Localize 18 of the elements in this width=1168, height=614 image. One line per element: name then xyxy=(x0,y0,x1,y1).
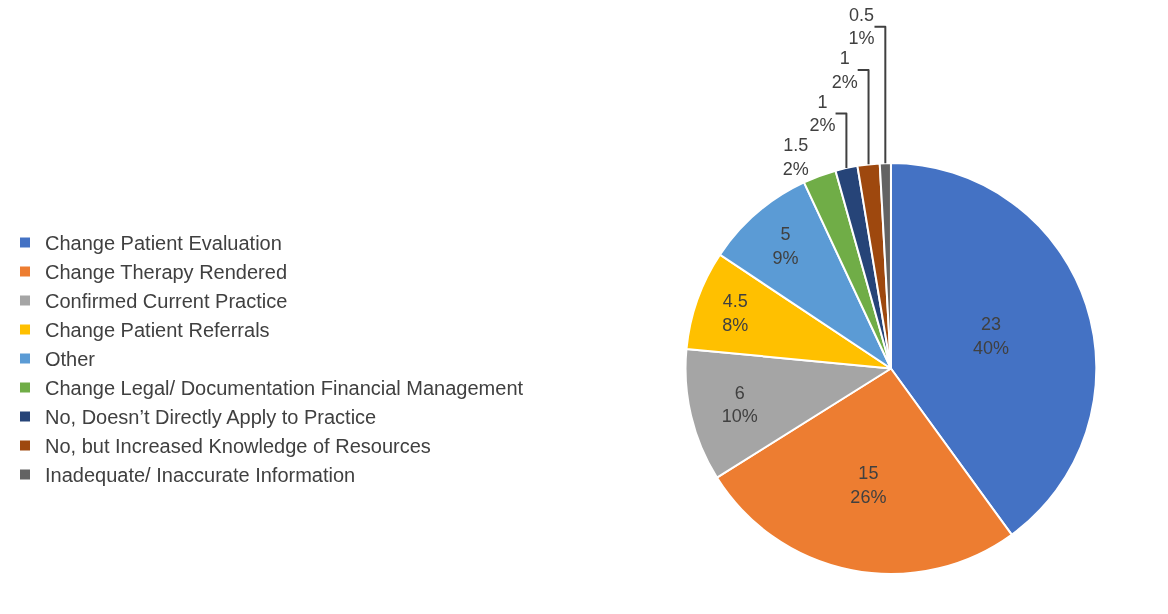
legend-label: Change Legal/ Documentation Financial Management xyxy=(45,377,524,400)
data-label: 4.5 8% xyxy=(722,291,749,335)
legend-label: Change Therapy Rendered xyxy=(45,261,288,284)
data-label: 1 2% xyxy=(809,91,836,136)
legend-label: Confirmed Current Practice xyxy=(45,290,288,313)
legend-label: Change Patient Evaluation xyxy=(45,232,282,255)
data-label: 1.5 2% xyxy=(782,135,809,179)
data-label: 6 10% xyxy=(721,382,758,426)
data-label: 1 2% xyxy=(831,48,858,92)
legend-label: Other xyxy=(45,348,96,371)
legend-label: Change Patient Referrals xyxy=(45,319,270,342)
legend-label: Inadequate/ Inaccurate Information xyxy=(45,464,356,487)
legend-label: No, Doesn’t Directly Apply to Practice xyxy=(45,406,377,429)
legend-label: No, but Increased Knowledge of Resources xyxy=(45,435,431,458)
data-label: 15 26% xyxy=(850,463,887,507)
data-label: 5 9% xyxy=(772,224,799,268)
data-label: 0.5 1% xyxy=(848,4,875,49)
data-label: 23 40% xyxy=(973,314,1010,358)
